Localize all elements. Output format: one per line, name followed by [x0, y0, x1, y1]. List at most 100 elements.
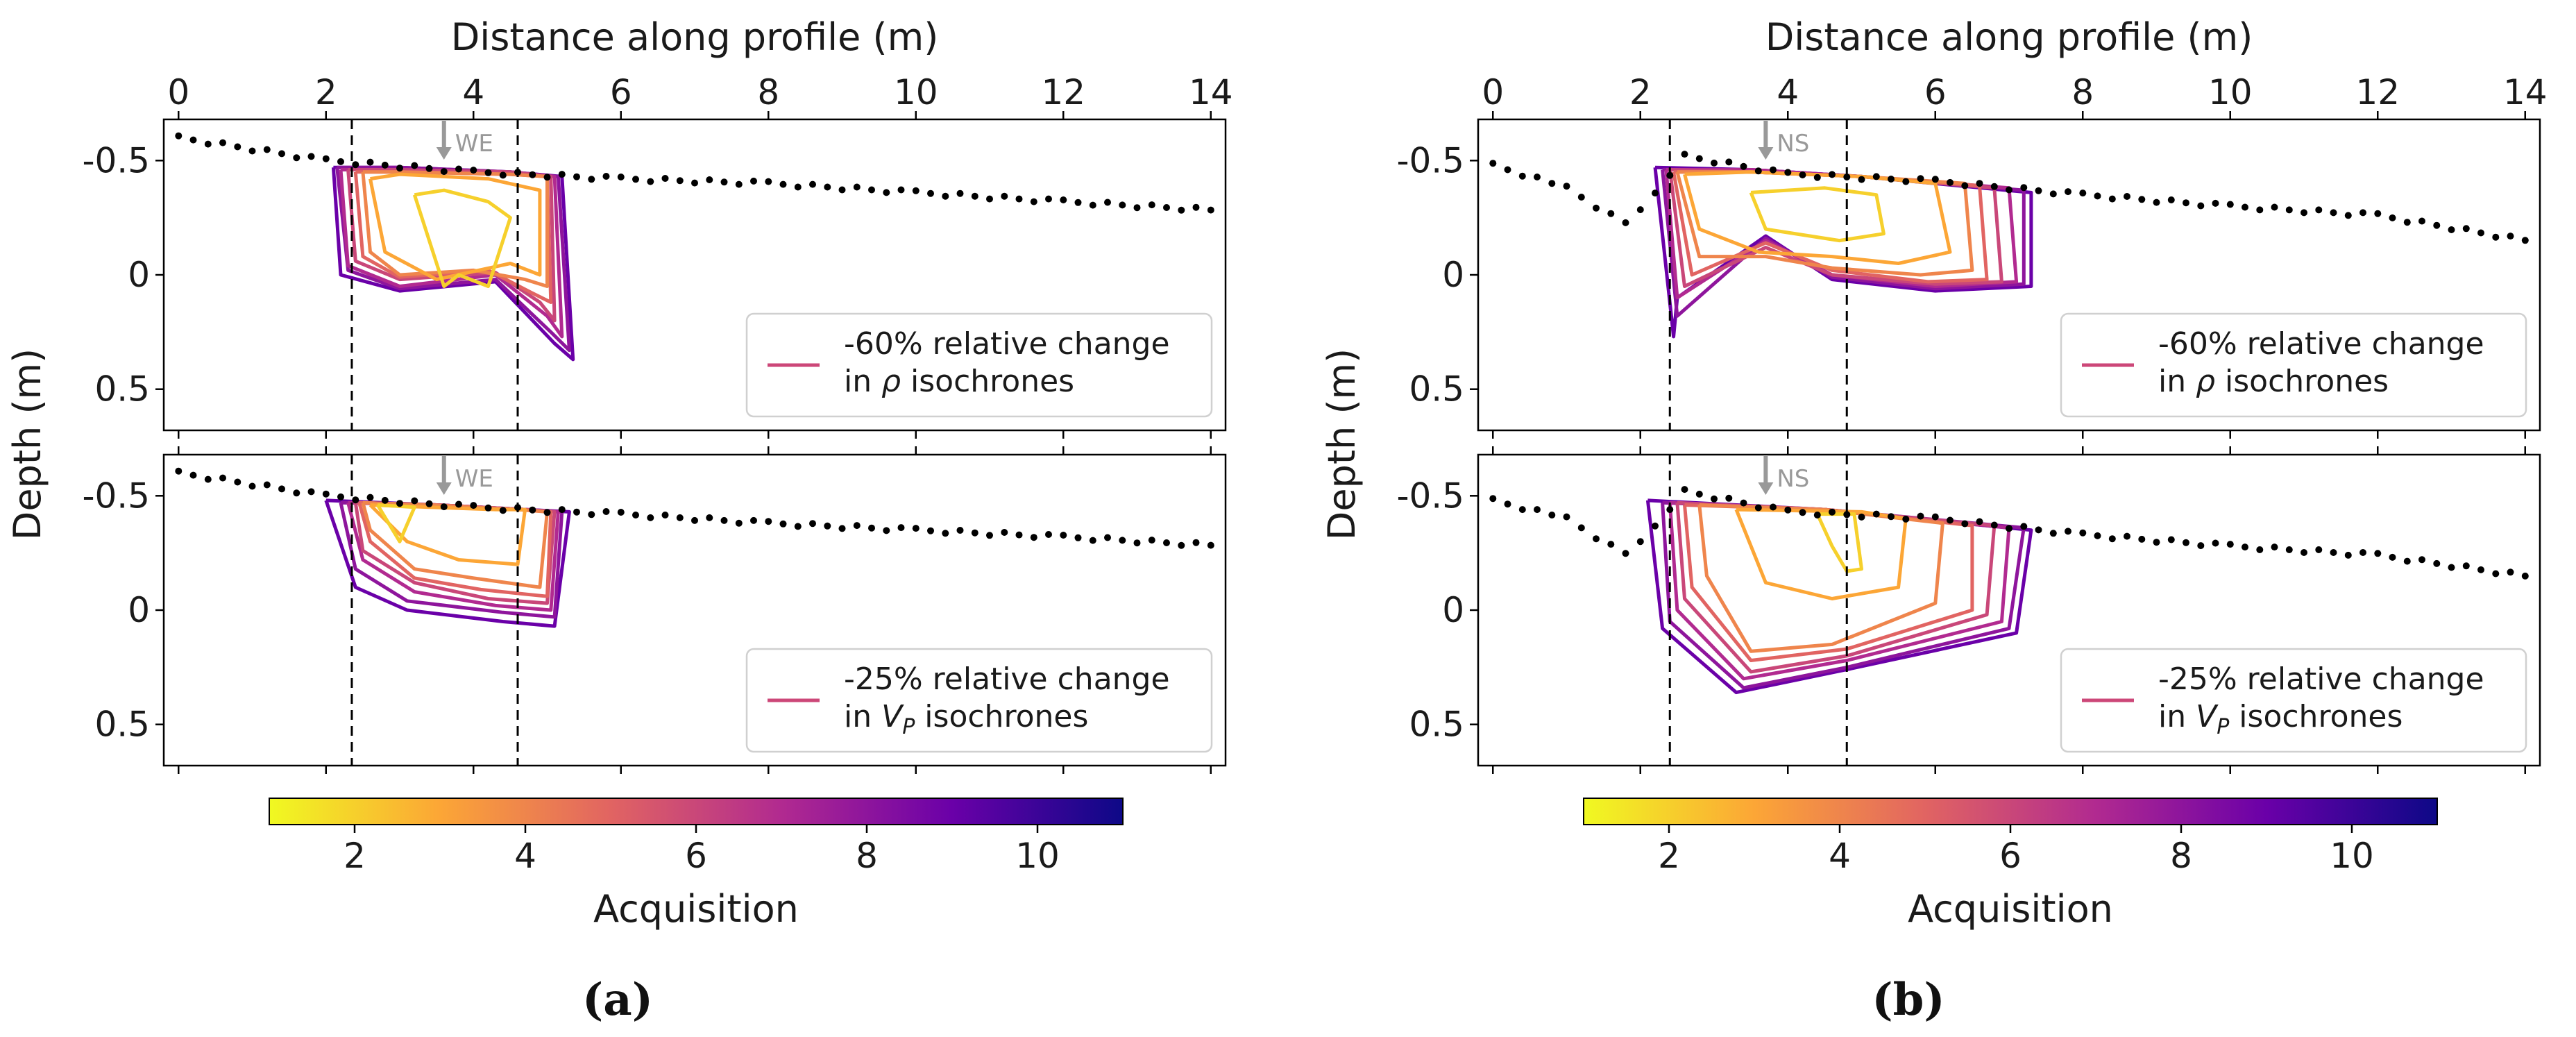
y-tick-label: 0.5	[1409, 369, 1464, 410]
surface-point	[1045, 195, 1052, 203]
surface-point	[499, 171, 507, 179]
colorbar-tick-label: 6	[685, 836, 707, 876]
surface-point	[794, 183, 802, 191]
surface-point	[2108, 535, 2116, 543]
surface-point	[2330, 549, 2337, 556]
colorbar-bar	[269, 798, 1124, 825]
surface-point	[2124, 193, 2130, 200]
surface-point	[2006, 525, 2012, 532]
surface-point	[2448, 564, 2455, 571]
surface-point	[322, 155, 330, 162]
surface-point	[1858, 513, 1865, 521]
surface-point	[1961, 520, 1969, 528]
legend-box	[745, 312, 1213, 418]
isochrone-acq-6	[346, 168, 557, 323]
surface-point	[234, 143, 242, 151]
x-tick-label: 8	[757, 72, 779, 112]
isochrone-acq-3	[1734, 507, 1908, 600]
surface-point	[1872, 510, 1880, 518]
colorbar-tick-label: 4	[514, 836, 536, 876]
surface-point	[1577, 524, 1585, 532]
surface-point	[1711, 495, 1718, 503]
surface-point	[1060, 196, 1067, 203]
surface-point	[765, 518, 772, 525]
isochrone-acq-5	[357, 500, 553, 598]
surface-point	[2183, 199, 2189, 207]
legend-label-line1: -60% relative change	[844, 326, 1170, 362]
surface-point	[927, 527, 934, 534]
surface-point	[1990, 183, 1998, 190]
y-axis-title: Depth (m)	[1320, 348, 1364, 540]
surface-point	[2521, 572, 2529, 580]
surface-point	[204, 140, 212, 148]
colorbar-tick-label: 10	[2330, 836, 2374, 876]
surface-point	[1622, 219, 1629, 226]
legend-symbol: ρ	[881, 364, 901, 399]
surface-point	[1636, 206, 1644, 214]
surface-point	[794, 523, 802, 530]
surface-point	[278, 485, 285, 493]
surface-point	[2448, 226, 2455, 233]
surface-point	[352, 496, 359, 504]
surface-point	[2079, 529, 2087, 537]
surface-point	[1593, 204, 1600, 212]
surface-point	[647, 178, 654, 185]
x-tick-label: 0	[1482, 72, 1504, 112]
surface-point	[1074, 199, 1082, 206]
surface-point	[2477, 566, 2484, 573]
panel-b: Distance along profile (m) Depth (m) NS -0.…	[1320, 15, 2548, 1026]
surface-point	[2300, 209, 2307, 217]
surface-point	[735, 519, 743, 527]
surface-point	[956, 527, 964, 534]
x-axis-title: Distance along profile (m)	[1765, 15, 2253, 59]
surface-point	[366, 158, 374, 166]
surface-point	[175, 467, 183, 475]
surface-point	[838, 186, 846, 194]
surface-point	[602, 508, 610, 515]
surface-point	[1060, 532, 1067, 539]
surface-point	[632, 512, 639, 518]
surface-point	[1045, 531, 1052, 538]
surface-point	[2153, 199, 2160, 206]
down-arrow-icon	[1758, 147, 1774, 160]
colorbar: 2 4 6 8 10 Acquisition	[269, 798, 1124, 931]
surface-point	[2212, 199, 2219, 207]
surface-point	[1947, 178, 1954, 186]
surface-points	[175, 132, 1214, 214]
y-tick-label: 0	[1442, 590, 1464, 630]
surface-point	[1518, 506, 1526, 514]
surface-point	[263, 146, 271, 153]
isochrone-acq-3	[368, 503, 527, 566]
surface-point	[720, 178, 728, 186]
surface-point	[381, 161, 389, 169]
surface-point	[1119, 537, 1126, 544]
legend-subscript: P	[2217, 715, 2230, 739]
surface-point	[2271, 543, 2278, 551]
isochrone-acq-9	[331, 165, 575, 362]
surface-point	[2507, 233, 2514, 240]
surface-point	[396, 500, 403, 507]
surface-point	[676, 177, 684, 185]
surface-point	[1784, 506, 1792, 514]
isochrone-acq-3	[1683, 170, 1952, 265]
isochrone-acq-5	[1683, 503, 1974, 662]
surface-point	[1784, 169, 1792, 176]
subplot-resistivity: NS -0.5 0 0.5 0 2 4 6 8 10 12 14 -60% relative chang…	[1396, 72, 2548, 439]
legend-symbol: ρ	[2196, 364, 2215, 399]
colorbar-label: Acquisition	[593, 887, 799, 931]
isochrone-acq-3	[368, 172, 542, 282]
surface-point	[1133, 204, 1141, 212]
surface-point	[1902, 178, 1910, 185]
surface-point	[883, 527, 890, 534]
surface-point	[1990, 521, 1998, 529]
surface-point	[175, 132, 183, 140]
surface-point	[765, 178, 772, 185]
colorbar-bar	[1583, 798, 2438, 825]
surface-point	[1829, 508, 1836, 516]
surface-point	[2094, 532, 2101, 539]
surface-point	[1534, 506, 1541, 514]
isochrone-acq-9	[1653, 165, 2033, 339]
isochrone-acq-4	[361, 170, 549, 288]
legend-box	[2060, 648, 2527, 753]
